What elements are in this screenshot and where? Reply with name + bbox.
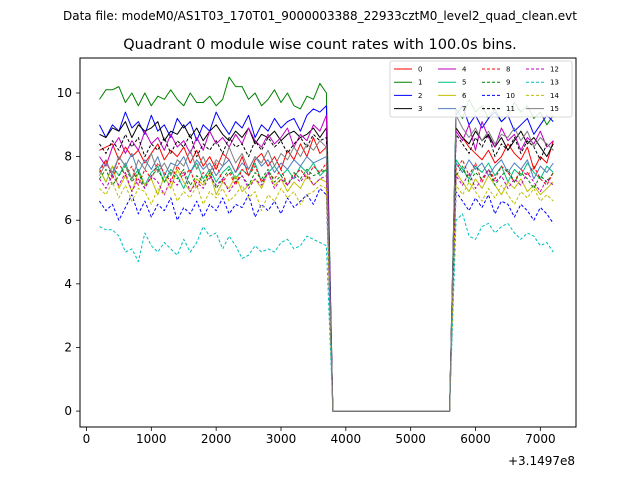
- series-line-15: [99, 114, 554, 412]
- legend-label-2: 2: [418, 92, 422, 100]
- figure-suptitle: Data file: modeM0/AS1T03_170T01_90000033…: [63, 9, 577, 23]
- x-tick-label: 3000: [266, 432, 297, 446]
- legend-frame: [389, 60, 573, 118]
- x-tick-label: 7000: [525, 432, 556, 446]
- legend-label-5: 5: [462, 79, 466, 87]
- series-line-12: [99, 168, 554, 412]
- plot-frame: [79, 57, 577, 428]
- series-line-11: [99, 133, 554, 412]
- x-tick-label: 6000: [460, 432, 491, 446]
- x-tick-label: 1000: [136, 432, 167, 446]
- series-line-13: [99, 213, 554, 412]
- legend-label-12: 12: [550, 66, 559, 74]
- legend-label-3: 3: [418, 105, 422, 113]
- x-tick-label: 5000: [395, 432, 426, 446]
- legend-label-1: 1: [418, 79, 422, 87]
- series-line-9: [99, 165, 554, 412]
- x-tick-label: 4000: [331, 432, 362, 446]
- x-axis-offset-label: +3.1497e8: [508, 454, 575, 468]
- legend-label-4: 4: [462, 66, 467, 74]
- y-tick-label: 10: [57, 86, 72, 100]
- x-tick-label: 2000: [201, 432, 232, 446]
- legend-label-15: 15: [550, 105, 559, 113]
- legend-label-14: 14: [550, 92, 559, 100]
- series-line-2: [99, 105, 554, 412]
- series-line-10: [99, 187, 554, 412]
- y-tick-label: 0: [64, 404, 72, 418]
- legend-label-13: 13: [550, 79, 559, 87]
- y-tick-label: 4: [64, 277, 72, 291]
- x-axis: 0 1000 2000 3000 4000 5000 6000 7000: [83, 427, 556, 446]
- legend-label-0: 0: [418, 66, 422, 74]
- legend-label-9: 9: [506, 79, 510, 87]
- y-tick-label: 8: [64, 150, 72, 164]
- series-line-14: [99, 181, 554, 412]
- legend-label-10: 10: [506, 92, 515, 100]
- chart-title: Quadrant 0 module wise count rates with …: [123, 37, 517, 53]
- legend-label-7: 7: [462, 105, 466, 113]
- y-tick-label: 2: [64, 340, 72, 354]
- legend-label-8: 8: [506, 66, 510, 74]
- series-layer: [99, 76, 554, 412]
- legend-label-11: 11: [506, 105, 515, 113]
- y-tick-label: 6: [64, 213, 72, 227]
- legend-label-6: 6: [462, 92, 467, 100]
- x-tick-label: 0: [83, 432, 91, 446]
- y-axis: 0 2 4 6 8 10: [57, 86, 80, 418]
